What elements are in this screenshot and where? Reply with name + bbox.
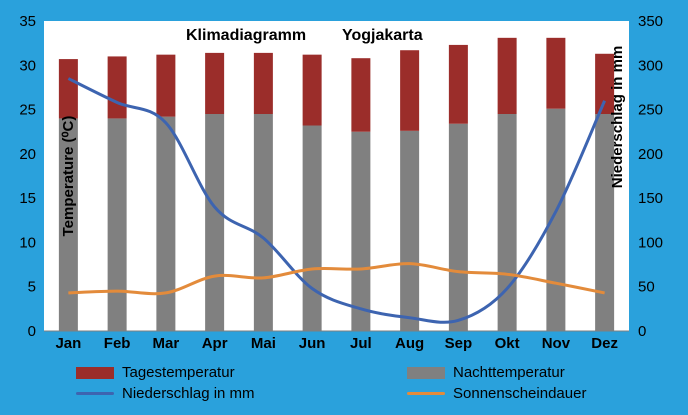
legend-swatch-sonnenscheindauer: [407, 392, 445, 395]
legend-item-niederschlag: Niederschlag in mm: [76, 385, 255, 402]
line-niederschlag-in-mm: [67, 77, 606, 324]
y-left-tick-25: 25: [19, 102, 36, 119]
x-tick-Feb: Feb: [104, 335, 131, 352]
legend-label-tagestemperatur: Tagestemperatur: [122, 364, 235, 381]
chart-title-part-1: Klimadiagramm: [186, 27, 306, 44]
bar-tagestemperatur-Aug: [400, 50, 420, 131]
legend-swatch-niederschlag: [76, 392, 114, 395]
bar-nachttemperatur-Okt: [497, 114, 517, 331]
bar-tagestemperatur-Mar: [156, 54, 176, 117]
bar-tagestemperatur-Jul: [351, 58, 371, 132]
y-right-tick-150: 150: [638, 190, 663, 207]
chart-title-part-2: Yogjakarta: [342, 27, 423, 44]
bar-nachttemperatur-Apr: [205, 114, 225, 331]
x-tick-Sep: Sep: [445, 335, 473, 352]
bar-nachttemperatur-Nov: [546, 108, 566, 331]
bar-nachttemperatur-Mar: [156, 116, 176, 332]
x-tick-Mar: Mar: [153, 335, 180, 352]
y-right-tick-350: 350: [638, 13, 663, 30]
bar-nachttemperatur-Aug: [400, 130, 420, 331]
bar-tagestemperatur-Apr: [205, 52, 225, 114]
x-tick-Jan: Jan: [55, 335, 81, 352]
bar-tagestemperatur-Mai: [253, 52, 273, 114]
bars-layer: [58, 37, 615, 332]
legend-item-nachttemperatur: Nachttemperatur: [407, 364, 565, 381]
y-left-tick-5: 5: [28, 279, 36, 296]
y-left-tick-10: 10: [19, 234, 36, 251]
y-right-tick-200: 200: [638, 146, 663, 163]
bar-tagestemperatur-Jun: [302, 54, 322, 126]
bar-nachttemperatur-Feb: [107, 118, 127, 331]
line-sonnenscheindauer: [68, 262, 605, 296]
bar-nachttemperatur-Jun: [302, 125, 322, 331]
y-right-tick-250: 250: [638, 102, 663, 119]
y-axis-left-label: Temperature (⁰C): [60, 116, 77, 237]
x-tick-Mai: Mai: [251, 335, 276, 352]
legend-swatch-nachttemperatur: [407, 366, 445, 379]
bar-tagestemperatur-Okt: [497, 37, 517, 115]
bar-tagestemperatur-Feb: [107, 56, 127, 119]
legend-swatch-tagestemperatur: [76, 366, 114, 379]
bar-tagestemperatur-Nov: [546, 37, 566, 109]
y-left-tick-0: 0: [28, 323, 36, 340]
x-tick-Aug: Aug: [395, 335, 424, 352]
y-left-tick-15: 15: [19, 190, 36, 207]
bar-nachttemperatur-Mai: [253, 114, 273, 331]
bar-nachttemperatur-Dez: [595, 114, 615, 331]
x-tick-Apr: Apr: [202, 335, 228, 352]
y-left-tick-20: 20: [19, 146, 36, 163]
bar-nachttemperatur-Jan: [58, 118, 78, 331]
x-tick-Jul: Jul: [350, 335, 372, 352]
y-right-tick-0: 0: [638, 323, 646, 340]
x-tick-Dez: Dez: [591, 335, 618, 352]
lines-layer: [67, 77, 606, 324]
y-axis-right-label: Niederschlag in mm: [609, 46, 626, 189]
y-left-tick-30: 30: [19, 57, 36, 74]
y-right-tick-50: 50: [638, 279, 655, 296]
x-tick-Okt: Okt: [495, 335, 520, 352]
y-left-tick-35: 35: [19, 13, 36, 30]
x-tick-Nov: Nov: [542, 335, 571, 352]
bar-tagestemperatur-Sep: [448, 44, 468, 124]
legend-label-sonnenscheindauer: Sonnenscheindauer: [453, 385, 587, 402]
legend-item-tagestemperatur: Tagestemperatur: [76, 364, 235, 381]
legend-label-niederschlag: Niederschlag in mm: [122, 385, 255, 402]
legend-label-nachttemperatur: Nachttemperatur: [453, 364, 565, 381]
legend-item-sonnenscheindauer: Sonnenscheindauer: [407, 385, 586, 402]
legend: Tagestemperatur Nachttemperatur Niedersc…: [0, 358, 688, 415]
bar-tagestemperatur-Dez: [595, 53, 615, 114]
bar-nachttemperatur-Sep: [448, 123, 468, 331]
y-right-tick-300: 300: [638, 57, 663, 74]
x-tick-Jun: Jun: [299, 335, 326, 352]
bar-nachttemperatur-Jul: [351, 131, 371, 331]
y-right-tick-100: 100: [638, 234, 663, 251]
bar-tagestemperatur-Jan: [58, 59, 78, 119]
